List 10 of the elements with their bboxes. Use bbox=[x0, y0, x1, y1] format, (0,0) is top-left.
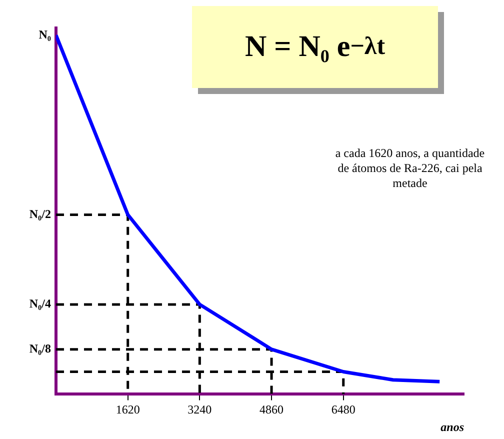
x-tick-label: 1620 bbox=[116, 402, 140, 417]
series-label: N₀/8 bbox=[29, 341, 51, 356]
x-tick-label: 3240 bbox=[188, 402, 212, 417]
x-axis-title: anos bbox=[440, 420, 464, 434]
annotation: a cada 1620 anos, a quantidade de átomos de Ra-226, cai pela metade bbox=[334, 146, 486, 191]
x-tick-label: 6480 bbox=[331, 402, 356, 417]
series-label: N₀/2 bbox=[29, 206, 51, 221]
series-label: N₀/4 bbox=[29, 296, 51, 311]
x-tick-label: 4860 bbox=[260, 402, 284, 417]
series-label: N₀ bbox=[38, 27, 52, 42]
